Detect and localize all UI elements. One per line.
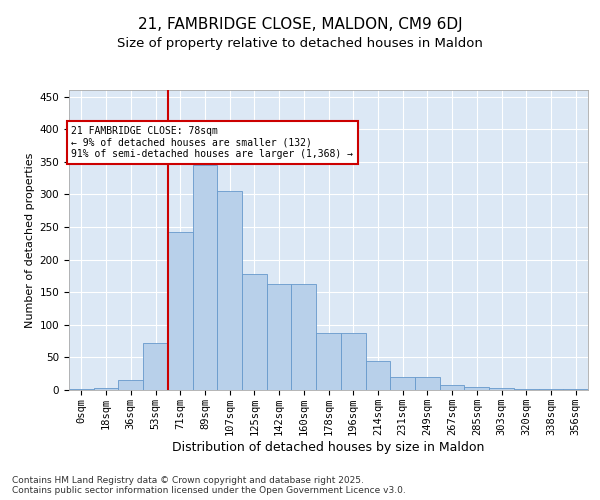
Bar [94,388,118,390]
Bar [390,377,415,390]
Bar [514,388,539,390]
Bar [440,386,464,390]
Text: Size of property relative to detached houses in Maldon: Size of property relative to detached ho… [117,38,483,51]
Text: 21 FAMBRIDGE CLOSE: 78sqm
← 9% of detached houses are smaller (132)
91% of semi-: 21 FAMBRIDGE CLOSE: 78sqm ← 9% of detach… [71,126,353,159]
Bar [464,388,489,390]
Bar [341,332,365,390]
Bar [118,380,143,390]
Text: 21, FAMBRIDGE CLOSE, MALDON, CM9 6DJ: 21, FAMBRIDGE CLOSE, MALDON, CM9 6DJ [137,18,463,32]
Bar [168,232,193,390]
Bar [415,377,440,390]
Bar [193,165,217,390]
Bar [489,388,514,390]
X-axis label: Distribution of detached houses by size in Maldon: Distribution of detached houses by size … [172,440,485,454]
Bar [316,332,341,390]
Bar [242,274,267,390]
Text: Contains HM Land Registry data © Crown copyright and database right 2025.
Contai: Contains HM Land Registry data © Crown c… [12,476,406,495]
Bar [267,284,292,390]
Bar [217,191,242,390]
Y-axis label: Number of detached properties: Number of detached properties [25,152,35,328]
Bar [292,284,316,390]
Bar [365,360,390,390]
Bar [143,343,168,390]
